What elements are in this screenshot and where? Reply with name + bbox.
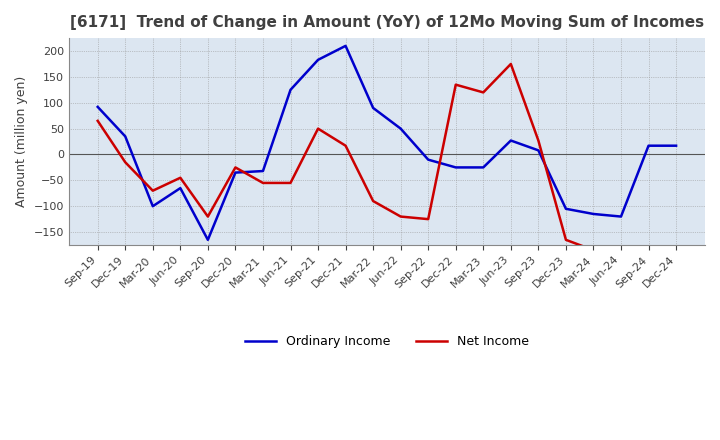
Net Income — [616, 248, 625, 253]
Net Income — [369, 198, 377, 204]
Net Income — [589, 248, 598, 253]
Line: Ordinary Income: Ordinary Income — [98, 46, 676, 240]
Net Income — [231, 165, 240, 170]
Ordinary Income — [121, 134, 130, 139]
Net Income — [424, 216, 433, 222]
Line: Net Income: Net Income — [98, 64, 676, 250]
Net Income — [258, 180, 267, 186]
Y-axis label: Amount (million yen): Amount (million yen) — [15, 76, 28, 207]
Ordinary Income — [479, 165, 487, 170]
Net Income — [534, 138, 543, 143]
Ordinary Income — [451, 165, 460, 170]
Net Income — [314, 126, 323, 131]
Ordinary Income — [231, 170, 240, 175]
Net Income — [94, 118, 102, 124]
Ordinary Income — [396, 126, 405, 131]
Ordinary Income — [562, 206, 570, 212]
Ordinary Income — [94, 104, 102, 110]
Ordinary Income — [644, 143, 653, 148]
Ordinary Income — [506, 138, 515, 143]
Net Income — [286, 180, 294, 186]
Ordinary Income — [589, 211, 598, 216]
Net Income — [451, 82, 460, 87]
Ordinary Income — [204, 237, 212, 242]
Ordinary Income — [148, 204, 157, 209]
Net Income — [176, 175, 184, 180]
Net Income — [341, 143, 350, 148]
Ordinary Income — [176, 186, 184, 191]
Ordinary Income — [286, 87, 294, 92]
Ordinary Income — [314, 57, 323, 62]
Net Income — [121, 160, 130, 165]
Ordinary Income — [258, 169, 267, 174]
Net Income — [396, 214, 405, 219]
Net Income — [672, 219, 680, 224]
Net Income — [506, 61, 515, 66]
Ordinary Income — [424, 157, 433, 162]
Ordinary Income — [616, 214, 625, 219]
Ordinary Income — [534, 148, 543, 153]
Ordinary Income — [341, 43, 350, 48]
Net Income — [562, 237, 570, 242]
Net Income — [148, 188, 157, 193]
Ordinary Income — [672, 143, 680, 148]
Title: [6171]  Trend of Change in Amount (YoY) of 12Mo Moving Sum of Incomes: [6171] Trend of Change in Amount (YoY) o… — [70, 15, 704, 30]
Net Income — [204, 214, 212, 219]
Legend: Ordinary Income, Net Income: Ordinary Income, Net Income — [240, 330, 534, 353]
Ordinary Income — [369, 105, 377, 110]
Net Income — [479, 90, 487, 95]
